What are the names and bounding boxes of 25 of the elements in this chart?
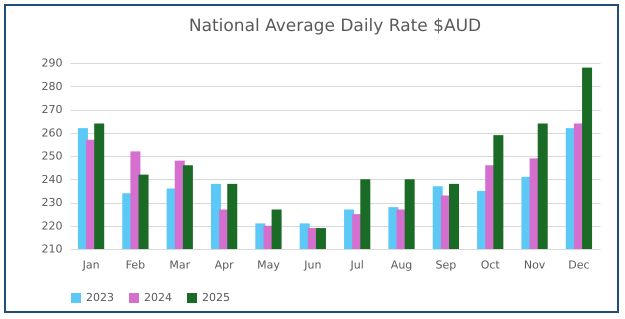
- x-tick-label: Sep: [436, 258, 456, 272]
- y-tick-label: 260: [42, 126, 62, 140]
- y-tick-label: 270: [42, 103, 62, 116]
- y-tick-label: 290: [42, 56, 62, 70]
- y-tick-label: 250: [42, 150, 62, 162]
- x-tick-label: Dec: [568, 258, 590, 272]
- x-tick-label: Jul: [350, 258, 364, 272]
- x-tick-label: May: [257, 258, 280, 272]
- x-tick-label: Feb: [126, 258, 146, 272]
- x-tick-label: Mar: [169, 258, 191, 272]
- y-tick-label: 210: [42, 242, 62, 256]
- x-tick-label: Jun: [303, 258, 322, 272]
- legend-label: 2024: [144, 291, 172, 304]
- y-tick-label: 280: [42, 80, 62, 93]
- x-tick-label: Oct: [480, 258, 500, 272]
- y-tick-label: 230: [42, 196, 62, 209]
- x-tick-label: Aug: [390, 258, 412, 272]
- x-tick-label: Nov: [524, 258, 546, 272]
- y-tick-label: 240: [42, 172, 62, 186]
- x-tick-label: Apr: [214, 258, 234, 272]
- y-tick-label: 220: [42, 219, 62, 232]
- x-tick-label: Jan: [82, 258, 100, 272]
- legend-label: 2023: [86, 291, 114, 304]
- legend-label: 2025: [202, 291, 230, 304]
- chart-title: National Average Daily Rate $AUD: [188, 16, 482, 36]
